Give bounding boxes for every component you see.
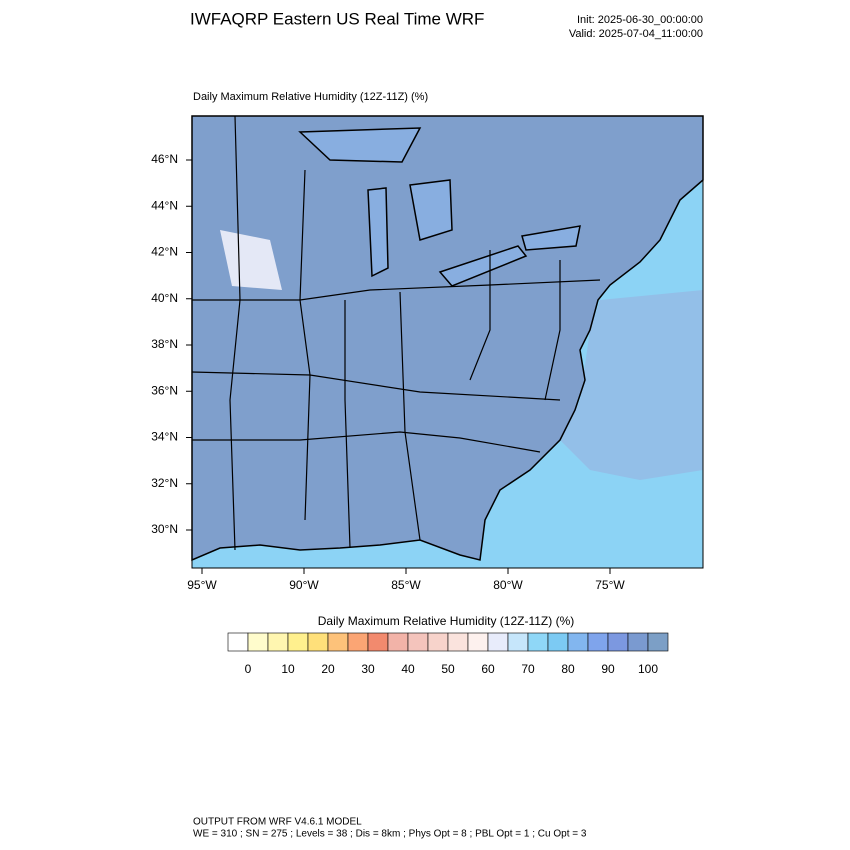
lon-label: 80°W bbox=[493, 578, 523, 592]
lat-label: 42°N bbox=[151, 245, 178, 259]
colorbar-box bbox=[227, 632, 249, 652]
footer-line: WE = 310 ; SN = 275 ; Levels = 38 ; Dis … bbox=[193, 829, 587, 840]
colorbar-box bbox=[607, 632, 629, 652]
colorbar-label: 100 bbox=[638, 662, 658, 676]
lake-ontario bbox=[521, 225, 581, 251]
colorbar-label: 70 bbox=[521, 662, 535, 676]
colorbar-box bbox=[647, 632, 669, 652]
map-title: Daily Maximum Relative Humidity (12Z-11Z… bbox=[193, 91, 428, 103]
colorbar-box bbox=[327, 632, 349, 652]
colorbar-box bbox=[287, 632, 309, 652]
lon-label: 85°W bbox=[391, 578, 421, 592]
colorbar-box bbox=[567, 632, 589, 652]
lat-label: 38°N bbox=[151, 337, 178, 351]
state-borders bbox=[191, 115, 601, 551]
colorbar-box bbox=[467, 632, 489, 652]
colorbar-label: 0 bbox=[245, 662, 252, 676]
lake-huron bbox=[409, 179, 453, 241]
colorbar-label: 30 bbox=[361, 662, 375, 676]
lat-label: 46°N bbox=[151, 152, 178, 166]
title: IWFAQRP Eastern US Real Time WRF bbox=[190, 9, 484, 28]
colorbar-box bbox=[587, 632, 609, 652]
colorbar-label: 10 bbox=[281, 662, 295, 676]
lat-label: 40°N bbox=[151, 291, 178, 305]
colorbar-box bbox=[427, 632, 449, 652]
colorbar-box bbox=[307, 632, 329, 652]
ocean-shelf bbox=[560, 290, 703, 480]
colorbar-box bbox=[407, 632, 429, 652]
map bbox=[191, 115, 704, 569]
colorbar-box bbox=[447, 632, 469, 652]
colorbar-label: 60 bbox=[481, 662, 495, 676]
lon-label: 90°W bbox=[289, 578, 319, 592]
lake-erie bbox=[438, 245, 528, 287]
lake-michigan bbox=[367, 187, 389, 278]
colorbar-box bbox=[347, 632, 369, 652]
lat-label: 32°N bbox=[151, 476, 178, 490]
lat-label: 44°N bbox=[151, 198, 178, 212]
valid-time: Valid: 2025-07-04_11:00:00 bbox=[569, 28, 703, 40]
colorbar-box bbox=[547, 632, 569, 652]
lat-label: 30°N bbox=[151, 522, 178, 536]
dry-region bbox=[220, 230, 282, 290]
colorbar-box bbox=[267, 632, 289, 652]
lat-label: 36°N bbox=[151, 383, 178, 397]
colorbar-label: 50 bbox=[441, 662, 455, 676]
colorbar-box bbox=[627, 632, 649, 652]
colorbar-box bbox=[487, 632, 509, 652]
lake-superior bbox=[298, 127, 422, 163]
map-frame bbox=[191, 115, 704, 569]
colorbar-label: 20 bbox=[321, 662, 335, 676]
footer-line: OUTPUT FROM WRF V4.6.1 MODEL bbox=[193, 817, 362, 828]
colorbar-box bbox=[247, 632, 269, 652]
colorbar-label: 90 bbox=[601, 662, 615, 676]
colorbar-label: 80 bbox=[561, 662, 575, 676]
lat-label: 34°N bbox=[151, 430, 178, 444]
colorbar-label: 40 bbox=[401, 662, 415, 676]
init-time: Init: 2025-06-30_00:00:00 bbox=[577, 14, 703, 26]
colorbar-box bbox=[387, 632, 409, 652]
colorbar-box bbox=[367, 632, 389, 652]
colorbar-box bbox=[507, 632, 529, 652]
lon-label: 75°W bbox=[595, 578, 625, 592]
lon-label: 95°W bbox=[187, 578, 217, 592]
colorbar-title: Daily Maximum Relative Humidity (12Z-11Z… bbox=[318, 614, 575, 628]
colorbar-box bbox=[527, 632, 549, 652]
